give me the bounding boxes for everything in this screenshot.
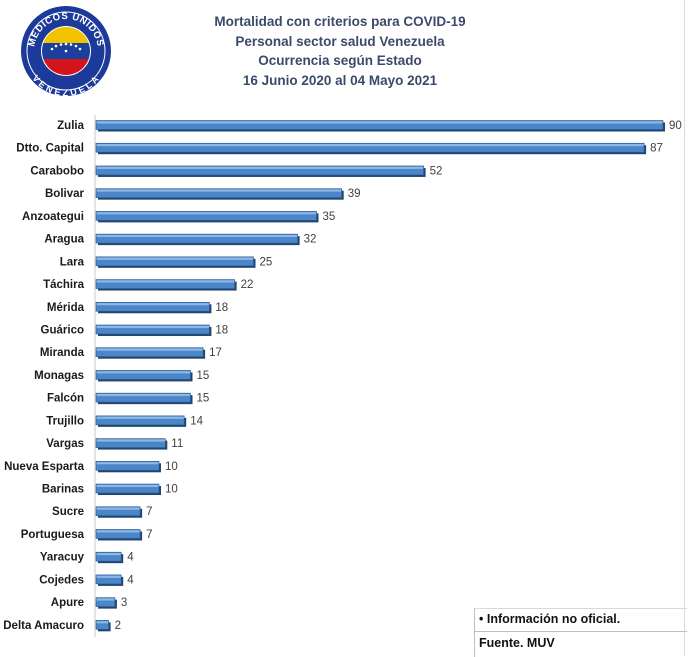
category-label: Barinas [42, 484, 84, 496]
note-divider [475, 631, 687, 632]
logo-emblem: MEDICOS UNIDOS VENEZUELA [21, 6, 111, 98]
category-label: Nueva Esparta [4, 461, 85, 473]
category-label: Táchira [43, 279, 85, 291]
data-label: 2 [115, 620, 121, 632]
note: • Información no oficial. [479, 612, 620, 626]
flag-yellow-stripe [42, 27, 90, 43]
data-label: 15 [197, 393, 210, 405]
category-label: Yaracuy [40, 552, 85, 564]
category-label: Delta Amacuro [3, 620, 84, 632]
flag-stars [50, 42, 82, 53]
bar [95, 460, 161, 473]
bar [95, 370, 193, 382]
data-label: 18 [215, 302, 228, 314]
medicos-unidos-logo: MEDICOS UNIDOS VENEZUELA [20, 5, 112, 98]
bar [95, 620, 111, 632]
bar [95, 279, 237, 291]
category-label: Sucre [52, 506, 84, 518]
note-text: Información no oficial. [486, 612, 621, 626]
category-label: Guárico [41, 324, 84, 336]
data-label: 39 [348, 188, 361, 200]
data-label: 15 [197, 370, 210, 382]
note-bullet: • [479, 612, 484, 626]
sheet-gridline [684, 0, 685, 656]
source-label: Fuente. MUV [479, 636, 555, 650]
data-label: 10 [165, 461, 178, 473]
category-label: Trujillo [46, 415, 84, 427]
data-label: 90 [669, 120, 682, 132]
bar [95, 506, 143, 518]
data-label: 35 [323, 211, 336, 223]
bar [95, 347, 206, 359]
data-label: 11 [171, 438, 183, 450]
category-label: Vargas [46, 438, 84, 450]
title-line-4: 16 Junio 2020 al 04 Mayo 2021 [242, 72, 438, 88]
data-label: 87 [650, 143, 663, 155]
data-label: 25 [260, 256, 273, 268]
title-line-1: Mortalidad con criterios para COVID-19 [214, 14, 466, 29]
data-label: 52 [430, 165, 443, 177]
category-label: Bolivar [45, 188, 85, 200]
bar [95, 233, 300, 246]
category-label: Falcón [47, 393, 84, 405]
category-label: Mérida [47, 302, 85, 314]
bar [95, 165, 426, 177]
category-label: Anzoategui [22, 211, 84, 223]
category-label: Apure [51, 597, 84, 609]
data-label: 18 [215, 324, 228, 336]
bar [95, 483, 161, 496]
bar [95, 120, 665, 132]
data-label: 14 [190, 415, 203, 427]
category-label: Miranda [40, 347, 85, 359]
bar [95, 597, 117, 609]
bar [95, 256, 256, 268]
note-box: • Información no oficial. Fuente. MUV [474, 608, 687, 657]
category-label: Aragua [44, 234, 84, 246]
bar [95, 529, 143, 541]
data-label: 7 [146, 506, 152, 518]
bar [95, 574, 124, 586]
category-label: Lara [60, 256, 85, 268]
title-line-3: Ocurrencia según Estado [258, 53, 422, 68]
category-label: Monagas [34, 370, 84, 382]
title-line-2: Personal sector salud Venezuela [235, 33, 445, 49]
bar [95, 188, 344, 200]
category-label: Carabobo [30, 165, 84, 177]
data-label: 3 [121, 597, 127, 609]
category-label: Dtto. Capital [16, 143, 84, 155]
data-label: 32 [304, 234, 317, 246]
category-label: Zulia [57, 120, 84, 132]
data-label: 10 [165, 484, 178, 496]
data-label: 22 [241, 279, 254, 291]
bar [95, 142, 647, 155]
bar [95, 551, 124, 564]
data-label: 7 [146, 529, 152, 541]
data-label: 4 [127, 574, 134, 586]
category-label: Cojedes [39, 574, 84, 586]
chart-title: Mortalidad con criterios para COVID-19 P… [150, 12, 530, 90]
data-label: 4 [127, 552, 134, 564]
bar [95, 301, 212, 314]
flag-red-stripe [42, 59, 90, 75]
bar [95, 415, 187, 427]
data-label: 17 [209, 347, 222, 359]
category-label: Portuguesa [21, 529, 85, 541]
bar [95, 438, 168, 450]
bar [95, 324, 212, 336]
bar [95, 211, 319, 223]
bar [95, 392, 193, 405]
